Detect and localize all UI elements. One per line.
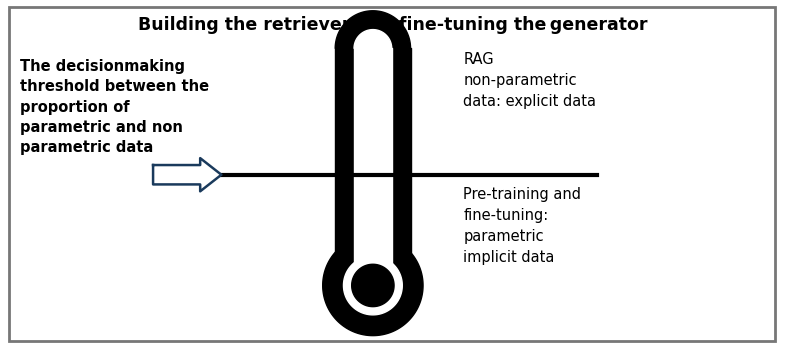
Polygon shape [354, 30, 392, 48]
Polygon shape [335, 11, 411, 48]
Text: The decision⁠making
threshold between the
proportion of
parametric and non
param: The decision⁠making threshold between th… [20, 59, 209, 155]
Polygon shape [352, 264, 394, 307]
Polygon shape [323, 235, 423, 336]
Text: Pre-training and
fine-tuning:
parametric
implicit data: Pre-training and fine-tuning: parametric… [463, 187, 581, 265]
Polygon shape [344, 256, 402, 315]
Text: Building the retriever and fine‑tuning the generator: Building the retriever and fine‑tuning t… [137, 16, 648, 34]
Text: RAG
non-parametric
data: explicit data: RAG non-parametric data: explicit data [463, 52, 596, 109]
Polygon shape [153, 158, 221, 191]
